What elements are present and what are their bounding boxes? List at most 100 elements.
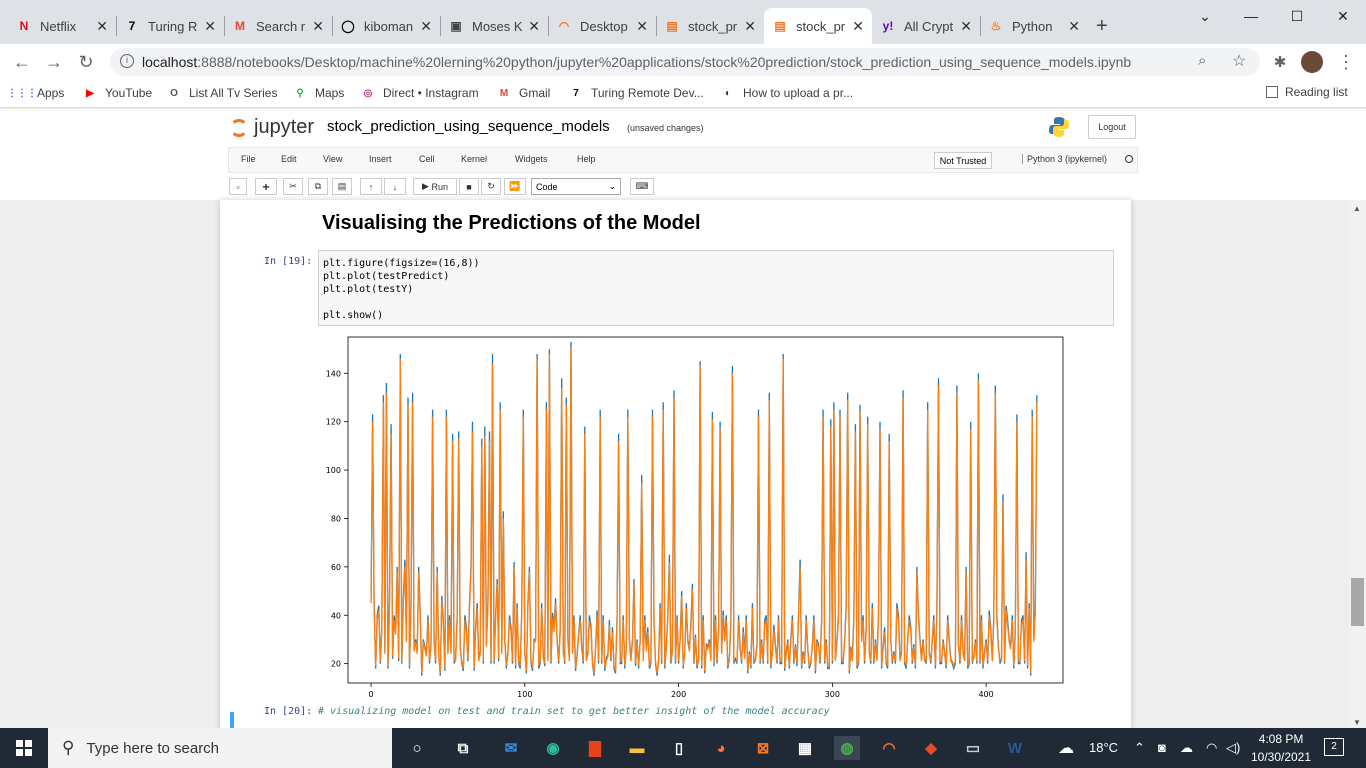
- maximize-icon[interactable]: ☐: [1290, 7, 1304, 24]
- browser-tab[interactable]: 7 Turing R ✕: [116, 8, 224, 44]
- code-line[interactable]: [323, 296, 1109, 309]
- bookmark-item[interactable]: ▶ YouTube: [82, 85, 152, 101]
- git-icon[interactable]: ◆: [925, 740, 937, 757]
- tab-close-icon[interactable]: ✕: [204, 17, 216, 34]
- kernel-name[interactable]: Python 3 (ipykernel): [1022, 154, 1107, 164]
- zoom-icon[interactable]: ⌕: [1198, 52, 1207, 69]
- menu-item-cell[interactable]: Cell: [419, 154, 435, 164]
- windows-start-icon[interactable]: [0, 728, 48, 768]
- move-up-icon[interactable]: ↑: [360, 178, 382, 195]
- back-icon[interactable]: ←: [13, 51, 31, 72]
- browser-tab[interactable]: ◠ Desktop ✕: [548, 8, 656, 44]
- wifi-icon[interactable]: ◠: [1206, 740, 1218, 755]
- browser-tab[interactable]: y! All Crypt ✕: [872, 8, 980, 44]
- new-tab-button[interactable]: +: [1096, 14, 1108, 37]
- menu-item-insert[interactable]: Insert: [369, 154, 392, 164]
- menu-item-kernel[interactable]: Kernel: [461, 154, 488, 164]
- firefox-icon[interactable]: ◕: [716, 739, 726, 757]
- tab-search-icon[interactable]: ⌄: [1199, 7, 1211, 24]
- page-scrollbar[interactable]: ▲ ▼: [1349, 200, 1366, 730]
- tab-close-icon[interactable]: ✕: [528, 17, 540, 34]
- browser-tab[interactable]: ▤ stock_pr ✕: [764, 8, 872, 44]
- tab-close-icon[interactable]: ✕: [420, 17, 432, 34]
- next-cell-code[interactable]: # visualizing model on test and train se…: [318, 706, 830, 717]
- menu-dots-icon[interactable]: ⋮: [1337, 51, 1355, 72]
- browser-tab[interactable]: M Search r ✕: [224, 8, 332, 44]
- weather-icon[interactable]: ☁: [1058, 740, 1074, 757]
- code-line[interactable]: plt.show(): [323, 310, 384, 321]
- profile-avatar[interactable]: [1301, 51, 1323, 73]
- bookmark-item[interactable]: ⚲ Maps: [292, 85, 344, 101]
- forward-icon[interactable]: →: [45, 51, 63, 72]
- run-button[interactable]: ▶ Run: [413, 178, 457, 195]
- minimize-icon[interactable]: —: [1244, 8, 1258, 24]
- close-window-icon[interactable]: ✕: [1337, 7, 1349, 24]
- bookmark-item[interactable]: M Gmail: [496, 85, 551, 101]
- notification-icon[interactable]: 2: [1324, 738, 1344, 756]
- system-clock[interactable]: 4:08 PM 10/30/2021: [1246, 730, 1316, 766]
- bookmark-item[interactable]: ⋮⋮⋮ Apps: [7, 85, 64, 101]
- save-icon[interactable]: ▫: [229, 178, 247, 195]
- browser-tab[interactable]: ◯ kiboman ✕: [332, 8, 440, 44]
- browser-tab[interactable]: ♨ Python ✕: [980, 8, 1088, 44]
- edge-icon[interactable]: ◉: [546, 740, 560, 757]
- tab-close-icon[interactable]: ✕: [1068, 17, 1080, 34]
- extensions-icon[interactable]: ✱: [1273, 54, 1287, 71]
- restart-icon[interactable]: ↻: [481, 178, 501, 195]
- taskbar-search-box[interactable]: ⚲ Type here to search: [48, 728, 392, 768]
- jupyter-logo[interactable]: jupyter: [230, 116, 314, 139]
- code-line[interactable]: plt.figure(figsize=(16,8)): [323, 258, 480, 269]
- tab-close-icon[interactable]: ✕: [960, 17, 972, 34]
- terminal-icon[interactable]: ▭: [965, 740, 981, 757]
- jupyter-app-icon[interactable]: ◠: [882, 740, 896, 757]
- paste-icon[interactable]: ▤: [332, 178, 352, 195]
- interrupt-icon[interactable]: ■: [459, 178, 479, 195]
- menu-item-edit[interactable]: Edit: [281, 154, 297, 164]
- bookmark-item[interactable]: 7 Turing Remote Dev...: [568, 85, 704, 101]
- tab-close-icon[interactable]: ✕: [312, 17, 324, 34]
- scrollbar-thumb[interactable]: [1351, 578, 1364, 626]
- onedrive-icon[interactable]: ☁: [1180, 740, 1193, 755]
- office-icon[interactable]: ▇: [589, 740, 601, 757]
- task-view-icon[interactable]: ⧉: [457, 739, 469, 757]
- browser-tab[interactable]: ▤ stock_pr ✕: [656, 8, 764, 44]
- logout-button[interactable]: Logout: [1088, 115, 1136, 139]
- copy-icon[interactable]: ⧉: [308, 178, 328, 195]
- reading-list-button[interactable]: Reading list: [1266, 85, 1348, 99]
- tab-close-icon[interactable]: ✕: [852, 17, 864, 34]
- site-info-icon[interactable]: i: [120, 54, 134, 68]
- move-down-icon[interactable]: ↓: [384, 178, 406, 195]
- trust-indicator[interactable]: Not Trusted: [934, 152, 992, 169]
- weather-temp[interactable]: 18°C: [1089, 740, 1119, 755]
- cell-type-select[interactable]: Code ⌄: [531, 178, 621, 195]
- mail-icon[interactable]: ✉: [504, 740, 518, 757]
- code-line[interactable]: plt.plot(testY): [323, 284, 414, 295]
- menu-item-widgets[interactable]: Widgets: [515, 154, 548, 164]
- code-line[interactable]: plt.plot(testPredict): [323, 271, 450, 282]
- store-icon[interactable]: ▦: [797, 740, 813, 757]
- browser-tab[interactable]: N Netflix ✕: [8, 8, 116, 44]
- browser-tab[interactable]: ▣ Moses K ✕: [440, 8, 548, 44]
- cortana-icon[interactable]: ○: [412, 739, 422, 757]
- bookmark-item[interactable]: ◐ How to upload a pr...: [720, 85, 853, 101]
- chrome-icon[interactable]: ◍: [834, 736, 860, 760]
- bookmark-item[interactable]: ◎ Direct • Instagram: [360, 85, 479, 101]
- menu-item-view[interactable]: View: [323, 154, 343, 164]
- code-cell[interactable]: plt.figure(figsize=(16,8)) plt.plot(test…: [318, 250, 1114, 326]
- tab-close-icon[interactable]: ✕: [96, 17, 108, 34]
- menu-item-file[interactable]: File: [241, 154, 256, 164]
- insert-cell-icon[interactable]: +: [255, 178, 277, 195]
- scroll-up-icon[interactable]: ▲: [1353, 204, 1361, 213]
- bookmark-item[interactable]: O List All Tv Series: [166, 85, 277, 101]
- tab-close-icon[interactable]: ✕: [744, 17, 756, 34]
- tab-close-icon[interactable]: ✕: [636, 17, 648, 34]
- word-icon[interactable]: W: [1007, 739, 1023, 757]
- scroll-down-icon[interactable]: ▼: [1353, 718, 1361, 727]
- file-explorer-icon[interactable]: ▬: [629, 739, 645, 757]
- notebook-name[interactable]: stock_prediction_using_sequence_models: [327, 118, 610, 135]
- keyboard-icon[interactable]: ⌨: [630, 178, 654, 195]
- menu-item-help[interactable]: Help: [577, 154, 596, 164]
- meet-icon[interactable]: ◙: [1158, 740, 1166, 755]
- cut-icon[interactable]: ✂: [283, 178, 303, 195]
- address-bar[interactable]: i localhost:8888/notebooks/Desktop/machi…: [110, 48, 1260, 76]
